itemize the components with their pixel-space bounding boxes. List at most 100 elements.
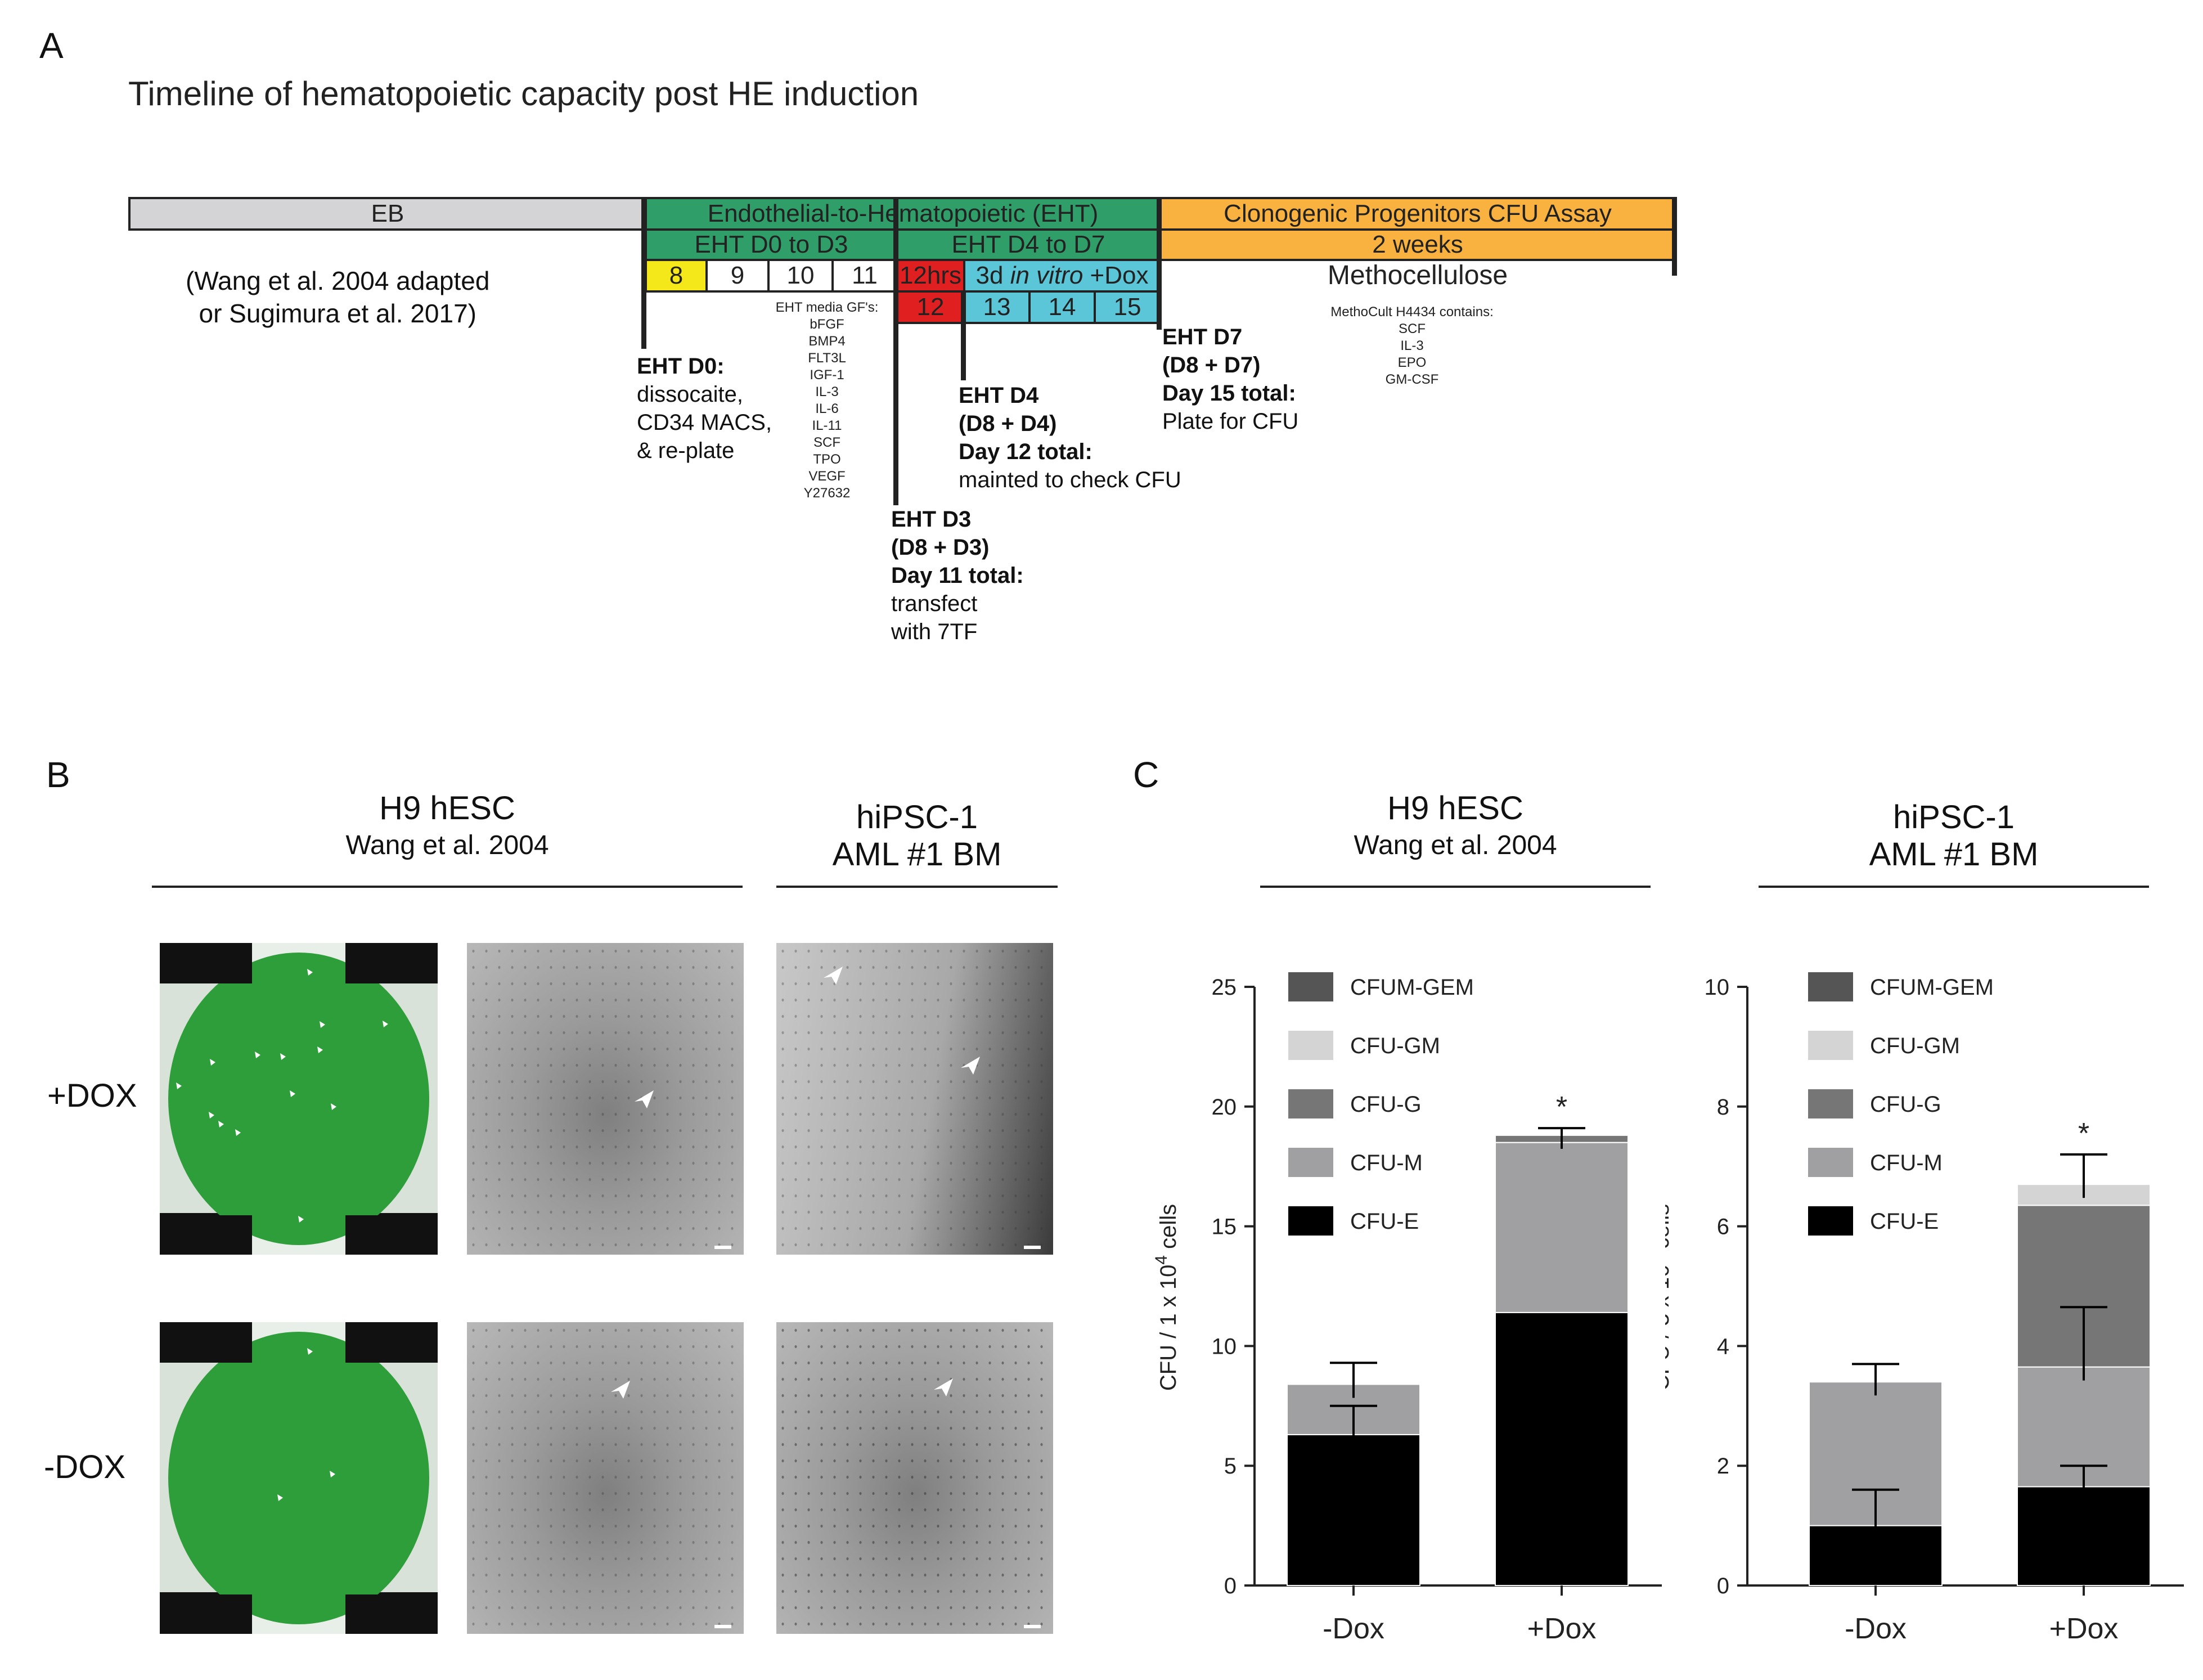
panel-a-letter: A: [39, 25, 64, 66]
d3-note: EHT D3 (D8 + D3) Day 11 total: transfect…: [891, 505, 1024, 646]
bar-segment-cfu-m: [1495, 1142, 1629, 1313]
eht-media-title: EHT media GF's:: [775, 300, 879, 315]
legend-swatch: [1288, 972, 1333, 1001]
day-10-box: 10: [767, 259, 834, 293]
day-11-box: 11: [831, 259, 898, 293]
eb-note-line1: (Wang et al. 2004 adapted: [186, 266, 490, 295]
media-item: IL-3: [815, 384, 839, 399]
y-tick-label: 2: [1717, 1454, 1729, 1479]
y-axis-label: CFU / 1 x 104 cells: [1152, 1204, 1181, 1391]
chart-h9-cfu: 0 5 10 15 20 25 CFU / 1 x 104 cells -Dox +Dox * CF…: [1152, 972, 1662, 1645]
b-h9-rule: [152, 886, 743, 888]
media-item: IGF-1: [810, 367, 844, 383]
scale-bar: [714, 1246, 731, 1249]
eht-bar: Endothelial-to-Hematopoietic (EHT): [645, 197, 1161, 231]
legend-label: CFU-M: [1350, 1151, 1423, 1175]
eb-bar: EB: [128, 197, 647, 231]
day-13-box: 13: [963, 290, 1031, 324]
panel-c-letter: C: [1133, 754, 1159, 795]
d3-note-bold: Day 11 total:: [891, 563, 1024, 588]
arrowhead-icon: [961, 1057, 980, 1075]
y-tick-label: 8: [1717, 1095, 1729, 1120]
bar-segment-cfu-e: [1495, 1311, 1629, 1586]
d0-note-line: CD34 MACS,: [637, 410, 772, 435]
y-tick-label: 25: [1212, 975, 1237, 1000]
significance-marker: *: [2078, 1117, 2089, 1150]
x-tick-label: +Dox: [1527, 1612, 1597, 1645]
legend-label: CFUM-GEM: [1870, 975, 1994, 1000]
y-axis-label: CFU / 5 x 104 cells: [1665, 1204, 1674, 1391]
media-item: SCF: [813, 435, 840, 450]
invitro-dox-box: 3d in vitro +Dox: [963, 259, 1161, 293]
c-h9-header: H9 hESC Wang et al. 2004: [1260, 790, 1651, 864]
d7-note-line: Plate for CFU: [1162, 409, 1299, 434]
d7-note-bold: (D8 + D7): [1162, 353, 1261, 378]
y-tick-label: 10: [1705, 975, 1730, 1000]
y-tick-label: 20: [1212, 1095, 1237, 1120]
d4-note-line: mainted to check CFU: [959, 468, 1181, 492]
eb-note: (Wang et al. 2004 adapted or Sugimura et…: [186, 264, 489, 330]
d7-note-bold: Day 15 total:: [1162, 381, 1296, 406]
row-label-plus-dox: +DOX: [47, 1077, 137, 1114]
legend-swatch: [1288, 1031, 1333, 1060]
c-h9-title: H9 hESC: [1387, 790, 1523, 826]
plate-well-plus: [160, 943, 438, 1255]
d3-note-bold: (D8 + D3): [891, 535, 990, 560]
legend-swatch: [1808, 1031, 1853, 1060]
eht-d0-d3-bar: EHT D0 to D3: [645, 228, 898, 261]
legend-label: CFU-E: [1350, 1209, 1419, 1234]
arrowhead-icon: [824, 967, 843, 985]
legend-swatch: [1288, 1148, 1333, 1177]
d3-note-bold: EHT D3: [891, 507, 972, 532]
media-item: VEGF: [808, 469, 846, 484]
media-item: BMP4: [808, 334, 846, 349]
y-tick-label: 4: [1717, 1334, 1729, 1359]
y-tick-label: 5: [1224, 1454, 1237, 1479]
legend-swatch: [1808, 1148, 1853, 1177]
day-15-box: 15: [1094, 290, 1161, 324]
scale-bar: [1024, 1625, 1041, 1628]
invitro-em: in vitro: [1010, 262, 1083, 289]
marker-d3: [893, 197, 898, 505]
c-h9-sub: Wang et al. 2004: [1354, 830, 1557, 860]
legend-swatch: [1808, 1089, 1853, 1118]
legend-label: CFUM-GEM: [1350, 975, 1474, 1000]
media-item: IL-11: [812, 418, 842, 433]
marker-d0: [641, 197, 646, 349]
media-item: Y27632: [803, 486, 851, 501]
y-tick-label: 0: [1224, 1574, 1237, 1598]
d4-note-bold: Day 12 total:: [959, 439, 1092, 464]
arrowhead-icon: [635, 1090, 654, 1108]
panel-a-title: Timeline of hematopoietic capacity post …: [128, 75, 919, 113]
hrs-box: 12hrs: [896, 259, 965, 293]
legend-label: CFU-M: [1870, 1151, 1943, 1175]
bar-segment-cfu-e: [1809, 1525, 1943, 1586]
methocult-item: GM-CSF: [1385, 372, 1439, 387]
micrograph-h9-plus-dox: [467, 943, 744, 1255]
significance-marker: *: [1556, 1091, 1567, 1124]
c-ipsc-header: hiPSC-1 AML #1 BM: [1759, 799, 2149, 873]
bar-segment-cfu-e: [1287, 1434, 1420, 1586]
b-h9-title: H9 hESC: [379, 790, 515, 826]
marker-d7: [1157, 197, 1162, 330]
y-tick-label: 0: [1717, 1574, 1729, 1598]
marker-end: [1672, 197, 1677, 276]
d4-note: EHT D4 (D8 + D4) Day 12 total: mainted t…: [959, 381, 1181, 494]
methocult-item: IL-3: [1400, 338, 1424, 353]
methocellulose-label: Methocellulose: [1327, 260, 1508, 290]
legend-swatch: [1288, 1206, 1333, 1236]
b-h9-header: H9 hESC Wang et al. 2004: [152, 790, 743, 864]
scale-bar: [714, 1625, 731, 1628]
methocult-list: MethoCult H4434 contains: SCF IL-3 EPO G…: [1322, 304, 1502, 388]
legend-swatch: [1808, 972, 1853, 1001]
day-9-box: 9: [705, 259, 770, 293]
marker-d4: [961, 290, 966, 380]
b-ipsc-header: hiPSC-1 AML #1 BM: [776, 799, 1058, 873]
d4-note-bold: EHT D4: [959, 383, 1039, 408]
c-ipsc-rule: [1759, 886, 2149, 888]
d7-note: EHT D7 (D8 + D7) Day 15 total: Plate for…: [1162, 323, 1298, 435]
micrograph-texture: [776, 943, 1053, 1255]
y-tick-label: 15: [1212, 1215, 1237, 1239]
eb-note-line2: or Sugimura et al. 2017): [199, 299, 476, 328]
media-item: bFGF: [810, 317, 844, 332]
